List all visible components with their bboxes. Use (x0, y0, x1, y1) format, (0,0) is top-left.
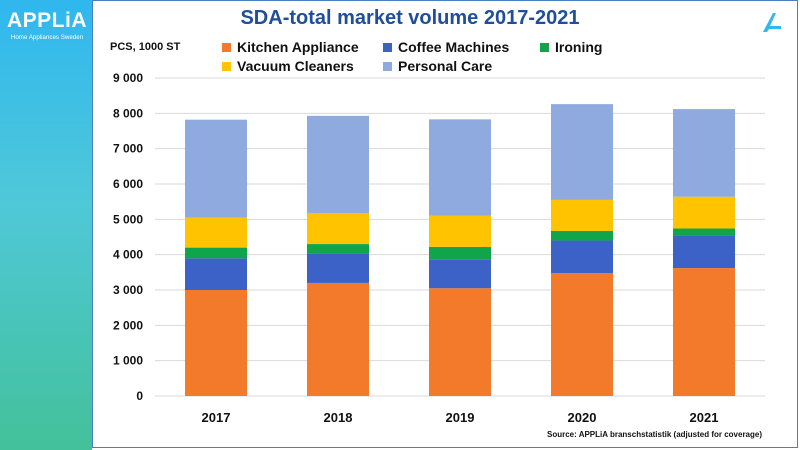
y-tick-label: 4 000 (113, 248, 143, 262)
slide-frame (92, 0, 798, 448)
legend-item-coffee: Coffee Machines (383, 39, 509, 55)
brand-sidebar: APPLiA Home Appliances Sweden (0, 0, 92, 450)
y-axis-label: PCS, 1000 ST (110, 41, 181, 53)
bar-segment (551, 240, 613, 274)
legend-swatch (222, 42, 231, 52)
x-tick-label: 2019 (446, 410, 475, 425)
legend-swatch (383, 42, 392, 52)
y-tick-label: 5 000 (113, 212, 143, 226)
bar-segment (551, 104, 613, 200)
legend-item-personal: Personal Care (383, 58, 492, 74)
bar-segment (673, 228, 735, 236)
legend-swatch (540, 42, 549, 52)
y-tick-label: 2 000 (113, 318, 143, 332)
bar-segment (307, 115, 369, 213)
x-tick-label: 2020 (568, 410, 597, 425)
legend-swatch (383, 61, 392, 71)
x-tick-label: 2018 (324, 410, 353, 425)
applia-logo: APPLiA Home Appliances Sweden (5, 9, 89, 43)
logo-wordmark: APPLiA (6, 9, 87, 32)
bar-segment (307, 282, 369, 396)
legend-item-kitchen: Kitchen Appliance (222, 39, 359, 55)
y-tick-label: 3 000 (113, 283, 143, 297)
bar-segment (429, 246, 491, 260)
bar-segment (673, 268, 735, 396)
y-tick-label: 9 000 (113, 71, 143, 85)
legend-label: Ironing (555, 39, 603, 55)
bar-segment (185, 290, 247, 396)
bar-segment (673, 109, 735, 197)
chart-title: SDA-total market volume 2017-2021 (240, 7, 580, 29)
bar-segment (185, 258, 247, 290)
y-tick-label: 0 (136, 389, 143, 403)
y-tick-label: 8 000 (113, 106, 143, 120)
logo-subtitle: Home Appliances Sweden (10, 34, 84, 41)
legend-item-vacuum: Vacuum Cleaners (222, 58, 354, 74)
bar-segment (307, 212, 369, 245)
bar-segment (673, 235, 735, 269)
applia-mark-icon (763, 13, 781, 32)
legend-label: Personal Care (398, 58, 493, 74)
bar-segment (185, 247, 247, 259)
legend-label: Coffee Machines (398, 39, 510, 55)
source-note: Source: APPLiA branschstatistik (adjuste… (546, 430, 762, 439)
bar-segment (307, 253, 369, 283)
bar-segment (429, 288, 491, 396)
y-tick-label: 6 000 (113, 177, 143, 191)
y-tick-label: 7 000 (113, 142, 143, 156)
bar-segment (429, 215, 491, 247)
bar-segment (429, 119, 491, 216)
bar-segment (551, 199, 613, 231)
x-tick-label: 2021 (690, 410, 719, 425)
bar-segment (307, 244, 369, 254)
legend-swatch (222, 61, 231, 71)
legend-label: Kitchen Appliance (237, 39, 359, 55)
legend-item-ironing: Ironing (540, 39, 602, 55)
x-tick-label: 2017 (202, 410, 231, 425)
bar-segment (673, 196, 735, 229)
y-tick-label: 1 000 (113, 354, 143, 368)
legend-label: Vacuum Cleaners (237, 58, 354, 74)
bar-segment (551, 230, 613, 241)
bar-segment (551, 273, 613, 396)
bar-segment (185, 217, 247, 248)
bar-segment (429, 259, 491, 289)
bar-segment (185, 119, 247, 218)
